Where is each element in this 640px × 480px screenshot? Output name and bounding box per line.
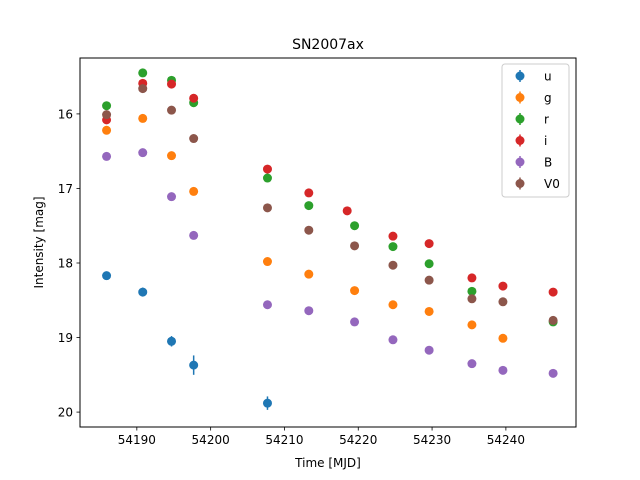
legend-marker xyxy=(515,157,525,167)
data-point xyxy=(388,231,398,241)
data-point xyxy=(498,297,508,307)
data-point xyxy=(189,186,199,196)
data-point xyxy=(304,188,314,198)
data-point xyxy=(350,241,360,251)
axes: 54190 54200 54210 54220 54230 54240 16 17 18 19 20 xyxy=(58,107,525,447)
data-point xyxy=(189,230,199,240)
data-point xyxy=(388,242,398,252)
data-point xyxy=(424,306,434,316)
y-tick-label: 16 xyxy=(58,107,73,121)
data-point xyxy=(262,164,272,174)
data-point xyxy=(498,333,508,343)
series-g xyxy=(102,113,508,343)
data-point xyxy=(388,260,398,270)
legend-marker xyxy=(515,71,525,81)
x-tick-label: 54220 xyxy=(339,433,377,447)
y-tick-label: 20 xyxy=(58,406,73,420)
legend-label: r xyxy=(544,113,549,127)
chart-title: SN2007ax xyxy=(292,37,364,53)
data-point xyxy=(304,306,314,316)
data-point xyxy=(167,79,177,89)
data-point xyxy=(138,84,148,94)
data-point xyxy=(138,68,148,78)
data-point xyxy=(102,101,112,111)
data-point xyxy=(262,300,272,310)
x-tick-label: 54210 xyxy=(265,433,303,447)
data-point xyxy=(467,320,477,330)
data-point xyxy=(189,93,199,103)
y-tick-label: 18 xyxy=(58,257,73,271)
data-point xyxy=(189,134,199,144)
data-point xyxy=(189,360,199,370)
data-point xyxy=(102,125,112,135)
legend-marker xyxy=(515,136,525,145)
data-point xyxy=(304,269,314,279)
data-point xyxy=(467,294,477,304)
data-point xyxy=(350,317,360,327)
x-tick-label: 54240 xyxy=(487,433,525,447)
axes-frame xyxy=(79,57,577,428)
legend-marker xyxy=(515,114,525,124)
data-point xyxy=(424,259,434,269)
data-point xyxy=(304,201,314,211)
y-axis-label: Intensity [mag] xyxy=(32,196,46,288)
data-point xyxy=(498,365,508,375)
y-tick-label: 19 xyxy=(58,331,73,345)
data-point xyxy=(548,368,558,378)
data-point xyxy=(138,113,148,123)
data-point xyxy=(424,239,434,249)
legend-label: g xyxy=(544,91,552,105)
data-point xyxy=(138,148,148,158)
data-point xyxy=(467,359,477,369)
data-point xyxy=(342,206,352,216)
series-u xyxy=(102,271,272,410)
data-point xyxy=(102,271,112,281)
data-point xyxy=(498,281,508,291)
data-point xyxy=(548,287,558,297)
legend-marker xyxy=(515,93,525,102)
data-point xyxy=(548,315,558,325)
data-point xyxy=(167,105,177,115)
data-point xyxy=(388,300,398,310)
data-point xyxy=(167,336,177,346)
data-point xyxy=(424,345,434,355)
data-point xyxy=(350,286,360,296)
y-tick-label: 17 xyxy=(58,182,73,196)
data-point xyxy=(262,173,272,183)
series-V0 xyxy=(102,84,558,325)
x-tick-label: 54200 xyxy=(192,433,230,447)
data-point xyxy=(262,398,272,408)
data-point xyxy=(138,287,148,297)
series-B xyxy=(102,148,558,378)
legend-label: u xyxy=(544,70,552,84)
data-point xyxy=(350,221,360,231)
data-point xyxy=(102,110,112,120)
x-tick-label: 54230 xyxy=(413,433,451,447)
legend-marker xyxy=(515,179,525,188)
x-axis-label: Time [MJD] xyxy=(294,456,361,470)
x-tick-label: 54190 xyxy=(118,433,156,447)
data-point xyxy=(167,192,177,202)
legend-label: i xyxy=(544,134,547,148)
data-point xyxy=(262,203,272,213)
data-point xyxy=(467,273,477,283)
data-point xyxy=(388,335,398,345)
plot-area xyxy=(102,68,558,410)
legend-label: V0 xyxy=(544,177,560,191)
data-point xyxy=(262,257,272,267)
data-point xyxy=(467,286,477,296)
legend-label: B xyxy=(544,156,552,170)
data-point xyxy=(424,275,434,285)
data-point xyxy=(102,151,112,161)
data-point xyxy=(304,225,314,235)
data-point xyxy=(167,151,177,161)
